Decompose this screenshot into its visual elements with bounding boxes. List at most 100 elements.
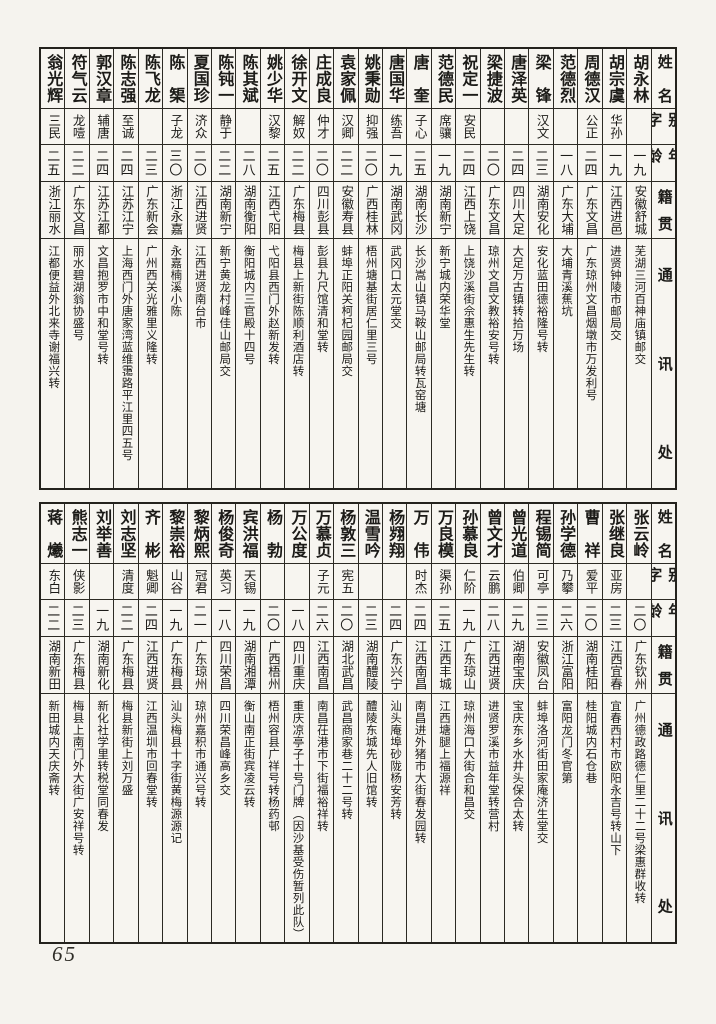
native-place-cell: 江西进贤 — [187, 182, 211, 239]
native-place-cell: 湖北武昌 — [334, 637, 358, 694]
courtesy-name-cell: 济众 — [187, 109, 211, 145]
native-place-cell: 湖南宝庆 — [505, 637, 529, 694]
header-courtesy-name-cell: 别字 — [651, 109, 675, 145]
age-cell-text: 一九 — [94, 604, 110, 632]
age-cell-text: 二四 — [142, 604, 158, 632]
courtesy-name-cell: 汉文 — [529, 109, 553, 145]
age-cell-text: 二二 — [338, 149, 354, 177]
courtesy-name-cell-text: 乃攀 — [559, 569, 574, 594]
member-column: 梁锋 汉文 二三 湖南安化 安化蓝田德裕隆号转 — [529, 49, 554, 488]
native-place-cell-text: 湖南新宁 — [436, 185, 451, 235]
member-column: 庄成良 仲才 二〇 四川彭县 彭县九尺馆清和堂转 — [309, 49, 335, 488]
age-cell: 一八 — [211, 600, 236, 637]
age-cell-text: 二四 — [118, 149, 134, 177]
name-cell-text: 胡永林 — [630, 54, 648, 103]
native-place-cell: 四川荣昌 — [211, 637, 236, 694]
contact-address-cell: 梧州容县广祥号转杨药邨 — [261, 694, 284, 942]
courtesy-name-cell-text: 子元 — [314, 569, 329, 594]
name-cell: 黎炳熙 — [187, 504, 211, 564]
contact-address-cell: 琼州嘉积市通兴号转 — [188, 694, 211, 942]
name-cell-text: 万慕贞 — [312, 509, 330, 558]
native-place-cell: 浙江永嘉 — [163, 182, 187, 239]
native-place-cell-text: 湖南衡阳 — [241, 185, 256, 235]
native-place-cell: 安徽舒城 — [627, 182, 651, 239]
contact-address-cell: 新宁城内荣华堂 — [432, 239, 455, 488]
contact-address-cell-text: 进贤罗溪市益年堂转营村 — [486, 700, 499, 832]
courtesy-name-cell: 渠孙 — [431, 564, 456, 600]
age-cell: 二四 — [138, 600, 163, 637]
native-place-cell-text: 江西上饶 — [461, 185, 476, 235]
courtesy-name-cell: 静于 — [211, 109, 236, 145]
member-column: 祝定一 安民 二四 江西上饶 上饶沙溪街佘惠生先生转 — [456, 49, 481, 488]
age-cell-text: 一九 — [387, 149, 403, 177]
header-courtesy-name-cell-text: 别字 — [651, 567, 675, 582]
courtesy-name-cell-text: 宪五 — [339, 569, 354, 594]
name-cell: 张云岭 — [627, 504, 651, 564]
contact-address-cell: 南昌茌港市下街福裕祥转 — [310, 694, 333, 942]
native-place-cell-text: 湖南醴陵 — [363, 640, 378, 690]
top-roster-table: 姓名 别字 年龄 籍贯 通讯处 胡永林 一九 安徽舒城 芜湖三河百神庙镇邮交 胡宗虞 华孙 一九 江西进… — [39, 47, 677, 490]
name-cell: 万伟 — [407, 504, 431, 564]
age-cell: 二三 — [358, 600, 382, 637]
name-cell: 熊志一 — [65, 504, 89, 564]
contact-address-cell: 武冈口太元堂交 — [383, 239, 406, 488]
member-column: 杨勃 二〇 广西梧州 梧州容县广祥号转杨药邨 — [260, 504, 286, 942]
age-cell-text: 二〇 — [191, 149, 207, 177]
contact-address-cell: 彭县九尺馆清和堂转 — [310, 239, 333, 488]
member-column: 杨敦三 宪五 二〇 湖北武昌 武昌商家巷二十二号转 — [334, 504, 359, 942]
courtesy-name-cell: 云鹏 — [480, 564, 505, 600]
contact-address-cell: 重庆凉亭子十号门牌（因沙基受伤暂列此队） — [285, 694, 308, 942]
name-cell: 陈其斌 — [236, 49, 260, 109]
member-column: 黎炳熙 冠君 二一 广东琼州 琼州嘉积市通兴号转 — [187, 504, 212, 942]
native-place-cell: 湖南新田 — [41, 637, 65, 694]
contact-address-cell-text: 衡山南正街宾凌云转 — [242, 700, 255, 808]
name-cell-text: 陈飞龙 — [141, 54, 159, 103]
name-cell: 曾文才 — [480, 504, 505, 564]
contact-address-cell-text: 汕头庵埠砂陇杨安芳转 — [389, 700, 402, 820]
age-cell: 一九 — [89, 600, 114, 637]
contact-address-cell-text: 梅县新街上刘万盛 — [120, 700, 133, 796]
name-cell: 夏国珍 — [187, 49, 211, 109]
courtesy-name-cell: 抑强 — [358, 109, 382, 145]
contact-address-cell-text: 广州西关光雅里义隆转 — [144, 245, 157, 365]
age-cell: 二三 — [602, 600, 627, 637]
age-cell: 二四 — [407, 600, 431, 637]
native-place-cell-text: 浙江丽水 — [46, 185, 61, 235]
member-column: 陈其斌 二八 湖南衡阳 衡阳城内三官殿十四号 — [236, 49, 261, 488]
name-cell-text: 郭汉章 — [93, 54, 111, 103]
age-cell-text: 二〇 — [631, 604, 647, 632]
courtesy-name-cell-text: 安民 — [461, 114, 476, 139]
native-place-cell: 广东梅县 — [285, 182, 309, 239]
native-place-cell: 江西进贤 — [480, 637, 505, 694]
age-cell: 二八 — [480, 600, 505, 637]
name-cell: 胡宗虞 — [602, 49, 627, 109]
contact-address-cell: 广东琼州文昌烟墩市万发利号 — [578, 239, 601, 488]
age-cell-text: 二四 — [94, 149, 110, 177]
courtesy-name-cell: 天锡 — [236, 564, 260, 600]
native-place-cell-text: 江西南昌 — [314, 640, 329, 690]
name-cell-text: 杨勃 — [264, 509, 282, 558]
name-cell-text: 胡宗虞 — [605, 54, 623, 103]
native-place-cell-text: 江西丰城 — [436, 640, 451, 690]
contact-address-cell-text: 新化社学里转税堂同春发 — [96, 700, 109, 832]
age-cell-text: 一九 — [631, 149, 647, 177]
native-place-cell: 四川重庆 — [285, 637, 309, 694]
contact-address-cell-text: 新宁城内荣华堂 — [437, 245, 450, 329]
age-cell-text: 二八 — [484, 604, 500, 632]
courtesy-name-cell-text: 静于 — [217, 114, 232, 139]
contact-address-cell-text: 上饶沙溪街佘惠生先生转 — [462, 245, 475, 377]
courtesy-name-cell-text: 华孙 — [607, 114, 622, 139]
member-column: 唐泽英 二四 四川大足 大足万古镇转拾万场 — [505, 49, 530, 488]
native-place-cell: 湖南新宁 — [211, 182, 236, 239]
age-cell-text: 二四 — [411, 604, 427, 632]
age-cell-text: 二〇 — [313, 149, 329, 177]
member-column: 唐奎 子心 二五 湖南长沙 长沙嵩山镇马鞍山邮局转瓦窑塘 — [407, 49, 432, 488]
contact-address-cell: 永嘉楠溪小陈 — [163, 239, 186, 488]
name-cell: 蒋爔 — [41, 504, 65, 564]
courtesy-name-cell: 汉卿 — [334, 109, 358, 145]
contact-address-cell: 蚌埠洛河街田家庵济生堂交 — [529, 694, 552, 942]
contact-address-cell: 宜春西村市欧阳永吉号转山下 — [603, 694, 626, 942]
native-place-cell: 安徽寿县 — [334, 182, 358, 239]
contact-address-cell: 进贤罗溪市益年堂转营村 — [481, 694, 504, 942]
courtesy-name-cell: 亚房 — [602, 564, 627, 600]
